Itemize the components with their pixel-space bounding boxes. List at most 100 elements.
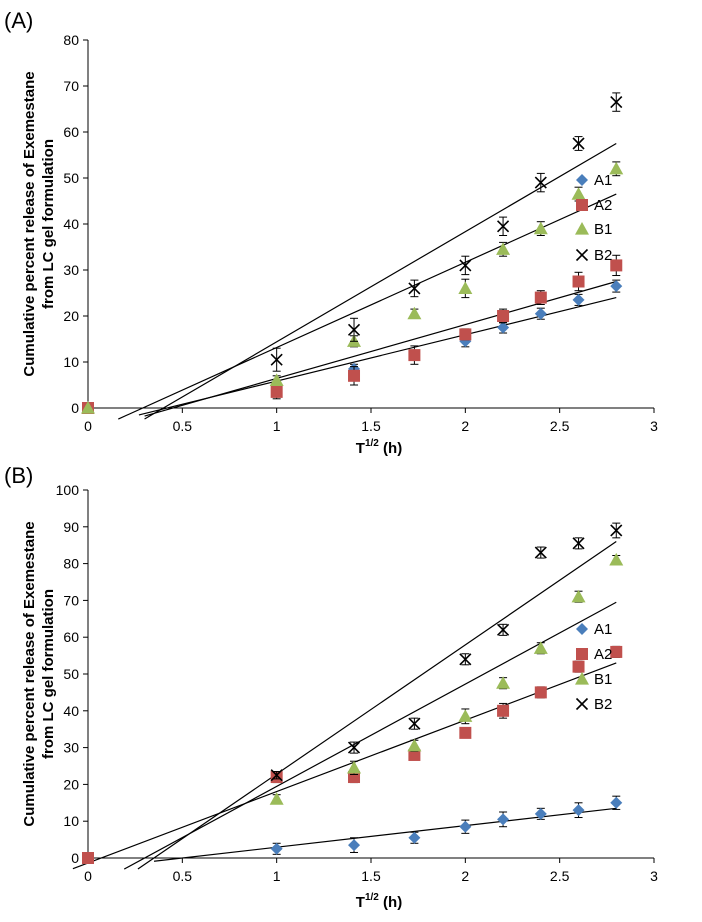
- y-tick-label: 50: [63, 666, 79, 682]
- data-point-b2: [572, 137, 585, 150]
- legend-item-b1: B1: [575, 221, 612, 238]
- x-tick-label: 2.5: [550, 868, 570, 884]
- y-tick-label: 80: [63, 556, 79, 572]
- data-point-b1: [407, 306, 422, 320]
- data-point-a1: [534, 307, 547, 320]
- y-tick-label: 0: [71, 400, 79, 416]
- data-point-a2: [497, 704, 510, 717]
- legend-item-a2: A2: [576, 646, 612, 663]
- x-marker-stroke: [534, 546, 547, 559]
- y-tick-label: 60: [63, 124, 79, 140]
- data-point-a2: [497, 310, 510, 322]
- data-point-b1: [407, 738, 422, 752]
- data-point-b2: [572, 537, 585, 550]
- legend-label-b2: B2: [594, 247, 612, 264]
- legend-marker-b1: [575, 672, 589, 685]
- x-marker-stroke: [572, 537, 585, 550]
- trend-line-a1: [153, 807, 617, 862]
- x-axis-title: T1/2 (h): [356, 892, 402, 911]
- legend-marker-b1: [575, 222, 589, 235]
- data-point-a1: [408, 831, 421, 844]
- data-point-a1: [348, 839, 361, 852]
- legend-marker-a2: [576, 199, 588, 211]
- data-point-b1: [496, 242, 511, 255]
- x-tick-label: 0: [84, 418, 92, 434]
- data-point-b1: [458, 281, 473, 294]
- y-tick-label: 60: [63, 629, 79, 645]
- legend-item-a2: A2: [576, 197, 612, 214]
- data-point-a2: [348, 369, 361, 382]
- data-point-a1: [497, 321, 510, 334]
- x-marker-stroke: [459, 259, 472, 272]
- data-point-b2: [459, 259, 472, 272]
- trend-line-b1: [118, 193, 617, 420]
- x-marker-stroke: [270, 353, 283, 366]
- x-tick-label: 0.5: [173, 418, 193, 434]
- x-marker-stroke: [572, 137, 585, 150]
- y-tick-label: 30: [63, 262, 79, 278]
- x-marker-stroke: [497, 220, 510, 233]
- data-point-b1: [571, 589, 586, 603]
- data-point-a2: [572, 660, 585, 673]
- y-tick-label: 100: [56, 482, 80, 498]
- y-tick-label: 70: [63, 592, 79, 608]
- data-point-b1: [347, 760, 362, 774]
- legend-label-a1: A1: [594, 172, 612, 189]
- data-point-a2: [534, 291, 547, 304]
- series-b2: [270, 92, 623, 372]
- data-point-a2: [610, 645, 623, 658]
- data-point-a1: [270, 842, 283, 855]
- data-point-a2: [270, 385, 283, 398]
- data-point-b2: [270, 353, 283, 366]
- x-marker-stroke: [459, 653, 472, 666]
- x-tick-label: 0.5: [173, 868, 193, 884]
- legend-label-a2: A2: [594, 197, 612, 214]
- data-point-b1: [269, 373, 284, 386]
- x-marker-stroke: [575, 697, 589, 711]
- data-point-b1: [81, 401, 95, 414]
- data-point-b2: [347, 741, 361, 754]
- series-b1: [269, 552, 624, 805]
- legend-item-a1: A1: [576, 172, 612, 189]
- data-point-b2: [534, 546, 547, 559]
- series-b1: [81, 161, 624, 414]
- series-a2: [82, 645, 623, 864]
- x-tick-label: 1.5: [361, 868, 381, 884]
- x-marker-stroke: [347, 323, 361, 336]
- legend-marker-b2: [575, 248, 589, 262]
- data-point-a1: [610, 796, 623, 809]
- x-axis-title: T1/2 (h): [356, 438, 402, 457]
- y-tick-label: 0: [71, 850, 79, 866]
- y-tick-label: 30: [63, 740, 79, 756]
- trend-line-a2: [72, 662, 617, 870]
- x-tick-label: 3: [650, 418, 658, 434]
- data-point-b2: [497, 623, 510, 636]
- data-point-b2: [270, 769, 283, 782]
- legend-item-b2: B2: [575, 696, 612, 713]
- data-point-a2: [408, 748, 421, 761]
- x-marker-stroke: [408, 717, 421, 730]
- x-marker-stroke: [610, 96, 623, 109]
- trend-line-b1: [123, 601, 617, 870]
- legend: A1 A2 B1 B2: [575, 621, 612, 713]
- data-point-b1: [458, 709, 473, 722]
- trend-line-b2: [144, 142, 617, 420]
- data-point-b1: [609, 552, 624, 566]
- x-marker-stroke: [575, 248, 589, 262]
- data-point-b2: [610, 96, 623, 109]
- legend-label-a1: A1: [594, 621, 612, 638]
- x-tick-label: 2: [461, 418, 469, 434]
- y-tick-label: 20: [63, 308, 79, 324]
- x-tick-label: 2: [461, 868, 469, 884]
- y-tick-label: 40: [63, 703, 79, 719]
- legend-item-b2: B2: [575, 247, 612, 264]
- data-point-b2: [347, 323, 361, 336]
- x-marker-stroke: [534, 176, 547, 189]
- legend-item-b1: B1: [575, 671, 612, 688]
- series-a1: [270, 795, 623, 855]
- series-a2: [82, 254, 623, 414]
- x-marker-stroke: [497, 623, 510, 636]
- legend-marker-b2: [575, 697, 589, 711]
- data-point-a2: [408, 349, 421, 362]
- legend-label-b2: B2: [594, 696, 612, 713]
